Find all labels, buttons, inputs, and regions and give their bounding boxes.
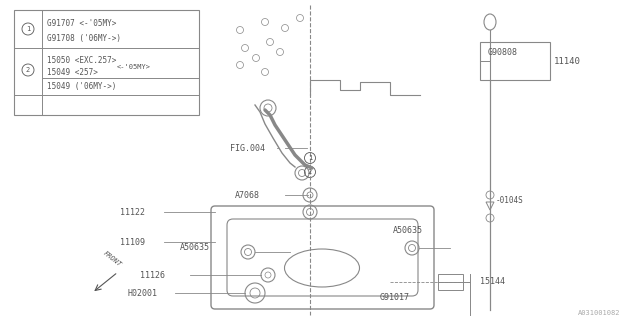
- Text: 2: 2: [26, 67, 30, 73]
- Bar: [14, 10, 199, 115]
- Text: 11126: 11126: [140, 270, 165, 279]
- Text: 15050 <EXC.257>: 15050 <EXC.257>: [47, 55, 116, 65]
- Text: 15144: 15144: [480, 277, 505, 286]
- Bar: [438, 274, 463, 290]
- Text: <-'05MY>: <-'05MY>: [117, 64, 151, 70]
- Bar: [480, 42, 550, 80]
- Text: G91017: G91017: [380, 292, 410, 301]
- Text: FIG.004: FIG.004: [230, 143, 265, 153]
- Text: 11122: 11122: [120, 207, 145, 217]
- Text: 15049 <257>: 15049 <257>: [47, 68, 98, 76]
- Text: -0104S: -0104S: [496, 196, 524, 204]
- Text: H02001: H02001: [128, 289, 158, 298]
- Text: FRONT: FRONT: [102, 250, 122, 268]
- Text: A50635: A50635: [393, 226, 423, 235]
- Text: G91708 ('06MY->): G91708 ('06MY->): [47, 34, 121, 43]
- Text: 2: 2: [308, 169, 312, 175]
- Text: 1: 1: [26, 26, 30, 32]
- Text: 11109: 11109: [120, 237, 145, 246]
- Text: A7068: A7068: [235, 190, 260, 199]
- Text: 15049 ('06MY->): 15049 ('06MY->): [47, 82, 116, 91]
- Text: 1: 1: [308, 155, 312, 161]
- Text: 11140: 11140: [554, 57, 581, 66]
- Text: G91707 <-'05MY>: G91707 <-'05MY>: [47, 19, 116, 28]
- Text: A50635: A50635: [180, 243, 210, 252]
- Text: A031001082: A031001082: [577, 310, 620, 316]
- Text: G90808: G90808: [488, 47, 518, 57]
